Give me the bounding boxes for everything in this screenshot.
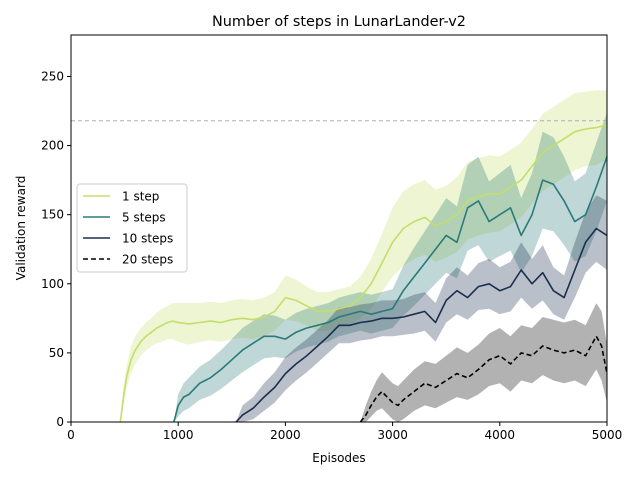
legend-items: 1 step 5 steps 10 steps 20 steps — [83, 190, 173, 267]
plot-frame — [70, 34, 608, 423]
x-axis-label: Episodes — [312, 451, 365, 465]
y-tick-label: 200 — [41, 139, 64, 153]
y-tick-label: 250 — [41, 69, 64, 83]
x-tick-label: 3000 — [377, 428, 408, 442]
y-tick-label: 50 — [49, 346, 64, 360]
plot-area — [70, 34, 608, 423]
band-1-step — [120, 90, 608, 423]
y-tick-label: 0 — [56, 415, 64, 429]
x-tick-label: 4000 — [485, 428, 516, 442]
x-tick-label: 5000 — [592, 428, 623, 442]
x-axis-ticks: 0 1000 2000 3000 4000 5000 — [67, 422, 622, 442]
legend-label: 20 steps — [122, 253, 173, 267]
y-tick-label: 150 — [41, 208, 64, 222]
x-tick-label: 0 — [67, 428, 75, 442]
legend-label: 1 step — [122, 190, 159, 204]
band-10-steps — [236, 195, 607, 422]
confidence-bands — [120, 90, 608, 423]
band-5-steps — [173, 112, 607, 423]
legend: 1 step 5 steps 10 steps 20 steps — [76, 183, 188, 273]
x-tick-label: 1000 — [163, 428, 194, 442]
x-tick-label: 2000 — [270, 428, 301, 442]
legend-label: 5 steps — [122, 211, 166, 225]
series-line-5-steps — [173, 156, 608, 423]
series-line-20-steps — [359, 335, 608, 423]
band-20-steps — [360, 303, 607, 422]
legend-box — [76, 183, 188, 273]
chart-title: Number of steps in LunarLander-v2 — [212, 14, 466, 30]
y-axis-label: Validation reward — [14, 176, 28, 281]
series-lines — [119, 124, 608, 423]
series-line-10-steps — [235, 227, 608, 423]
y-axis-ticks: 0 50 100 150 200 250 — [41, 69, 71, 429]
legend-label: 10 steps — [122, 232, 173, 246]
y-tick-label: 100 — [41, 277, 64, 291]
series-line-1-step — [119, 124, 608, 423]
